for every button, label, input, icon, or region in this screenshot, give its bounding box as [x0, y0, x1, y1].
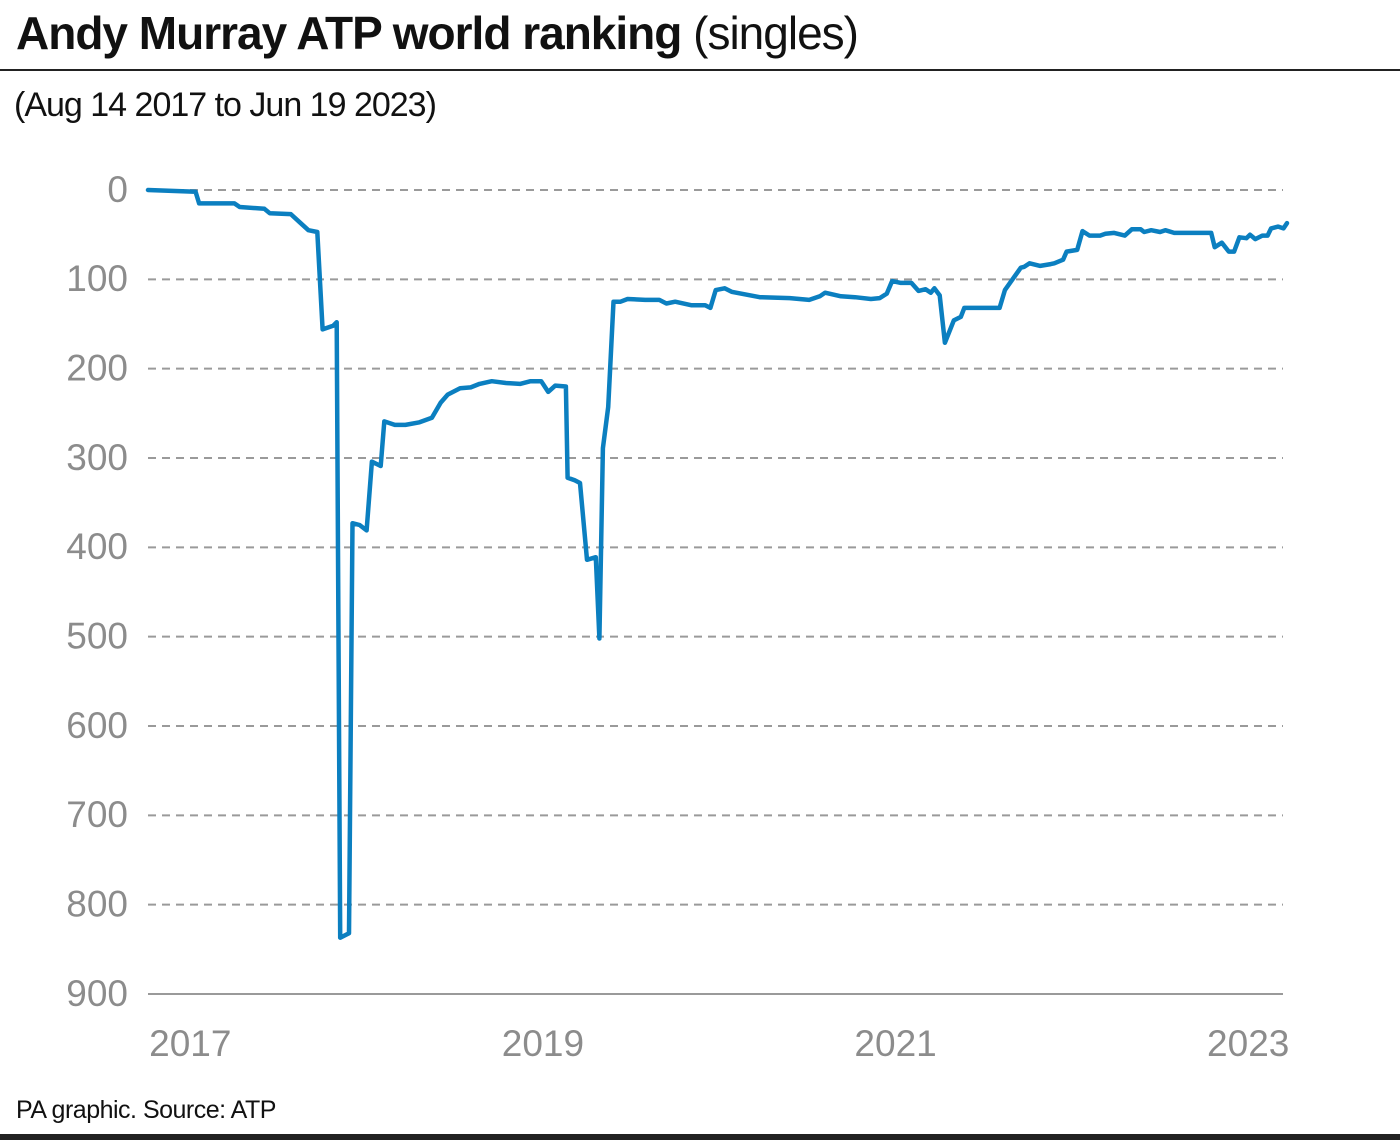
title-rule [0, 69, 1400, 71]
y-tick-label: 600 [66, 705, 128, 746]
y-tick-label: 300 [66, 437, 128, 478]
source: PA graphic. Source: ATP [16, 1096, 276, 1124]
bottom-rule [0, 1134, 1400, 1140]
title-note: (singles) [693, 7, 859, 59]
ranking-line [145, 187, 1290, 940]
y-tick-label: 200 [66, 347, 128, 388]
subtitle: (Aug 14 2017 to Jun 19 2023) [14, 86, 437, 124]
y-tick-label: 800 [66, 883, 128, 924]
x-tick-label: 2021 [854, 1023, 936, 1064]
x-tick-label: 2019 [502, 1023, 584, 1064]
title-block: Andy Murray ATP world ranking (singles) [16, 6, 859, 60]
y-tick-label: 100 [66, 258, 128, 299]
y-tick-label: 900 [66, 973, 128, 1014]
y-tick-label: 500 [66, 615, 128, 656]
chart-title: Andy Murray ATP world ranking [16, 7, 682, 59]
y-tick-label: 0 [107, 169, 128, 210]
y-tick-label: 700 [66, 794, 128, 835]
y-tick-label: 400 [66, 526, 128, 567]
x-tick-label: 2017 [149, 1023, 231, 1064]
x-tick-label: 2023 [1207, 1023, 1289, 1064]
